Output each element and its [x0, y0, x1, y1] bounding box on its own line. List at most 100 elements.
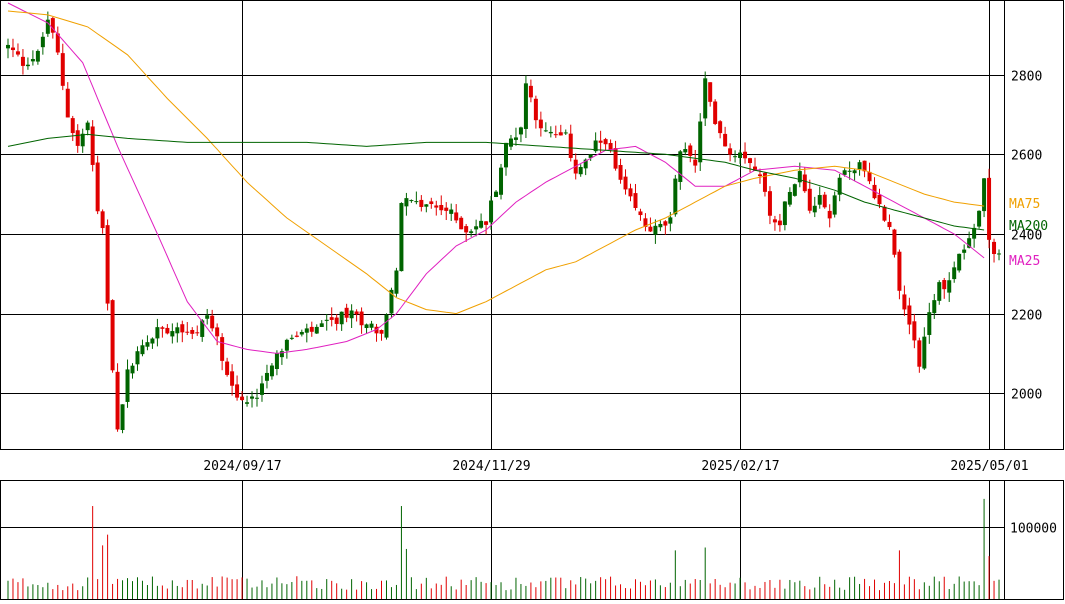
candle-body	[65, 88, 70, 118]
price-tick-label: 2200	[1011, 309, 1042, 324]
candle-body	[613, 148, 618, 169]
candle-body	[977, 210, 982, 227]
candle-body	[807, 188, 812, 211]
candle-body	[15, 51, 20, 55]
candle-body	[70, 118, 75, 134]
candle-body	[25, 64, 30, 67]
candle-body	[653, 225, 658, 235]
candle-body	[190, 329, 195, 334]
candle-body	[105, 225, 110, 304]
candle-body	[618, 165, 623, 180]
candle-body	[429, 201, 434, 205]
candle-body	[723, 133, 728, 147]
candle-body	[10, 47, 15, 51]
candle-body	[947, 280, 952, 293]
candle-body	[399, 203, 404, 272]
candle-body	[703, 78, 708, 119]
ma-line-ma75	[7, 10, 985, 315]
candle-body	[225, 361, 230, 375]
candle-body	[135, 351, 140, 365]
candle-body	[479, 220, 484, 228]
candle-body	[439, 205, 444, 211]
candle-body	[603, 139, 608, 145]
candle-body	[922, 336, 927, 369]
candle-body	[927, 312, 932, 335]
candle-body	[733, 156, 738, 158]
candle-body	[588, 154, 593, 158]
date-tick-label: 2025/05/01	[950, 459, 1028, 474]
candle-body	[454, 212, 459, 221]
candle-body	[887, 221, 892, 228]
candle-body	[743, 151, 748, 159]
candle-body	[125, 369, 130, 402]
candle-body	[772, 219, 777, 223]
price-tick-label: 2000	[1011, 388, 1042, 403]
candle-body	[932, 300, 937, 314]
candle-body	[299, 331, 304, 335]
candle-body	[568, 133, 573, 158]
candle-body	[578, 166, 583, 175]
candle-body	[738, 152, 743, 159]
candle-body	[349, 310, 354, 319]
candle-body	[708, 82, 713, 102]
candle-body	[419, 199, 424, 207]
candle-body	[518, 127, 523, 135]
candle-body	[389, 289, 394, 314]
candle-body	[802, 174, 807, 192]
candle-body	[992, 241, 997, 255]
candle-body	[230, 371, 235, 386]
candle-body	[434, 205, 439, 208]
candle-body	[50, 18, 55, 33]
candle-body	[255, 397, 259, 399]
candle-body	[205, 315, 210, 319]
candle-body	[264, 372, 269, 381]
candle-body	[444, 207, 449, 211]
candle-body	[767, 191, 772, 216]
moving-averages	[7, 2, 985, 354]
candle-body	[698, 121, 703, 163]
candle-body	[215, 327, 220, 337]
candle-body	[538, 119, 543, 129]
candle-body	[967, 238, 972, 248]
candle-body	[877, 194, 882, 205]
candle-body	[628, 188, 633, 197]
candle-body	[289, 337, 294, 339]
candle-body	[937, 282, 942, 301]
candle-body	[643, 218, 648, 227]
candle-body	[474, 226, 479, 230]
candle-body	[952, 267, 957, 280]
candle-body	[165, 327, 170, 334]
candle-body	[170, 331, 175, 337]
candle-body	[917, 340, 922, 367]
candle-body	[832, 195, 837, 215]
candle-body	[115, 371, 120, 430]
candle-body	[200, 320, 205, 337]
candle-body	[792, 184, 797, 196]
candle-body	[140, 345, 145, 355]
candle-body	[499, 167, 504, 195]
candle-body	[533, 98, 538, 121]
candle-body	[120, 404, 125, 430]
candle-body	[762, 172, 767, 192]
candle-body	[857, 162, 862, 170]
candle-body	[45, 19, 50, 34]
candle-body	[608, 142, 613, 150]
price-panel-border	[0, 0, 1064, 450]
candle-body	[35, 50, 40, 62]
candle-body	[60, 53, 65, 86]
candle-body	[668, 217, 673, 224]
candle-body	[987, 177, 992, 240]
candle-body	[942, 280, 947, 290]
candle-body	[235, 384, 240, 398]
candle-body	[633, 193, 638, 208]
candle-body	[250, 396, 255, 399]
candlesticks	[6, 11, 1002, 434]
candle-body	[489, 200, 494, 223]
candle-body	[329, 317, 334, 320]
candle-body	[523, 83, 528, 129]
date-tick-label: 2024/11/29	[452, 459, 530, 474]
candle-body	[748, 158, 753, 164]
candle-body	[324, 319, 329, 321]
candle-body	[957, 253, 962, 271]
candle-body	[638, 211, 643, 216]
